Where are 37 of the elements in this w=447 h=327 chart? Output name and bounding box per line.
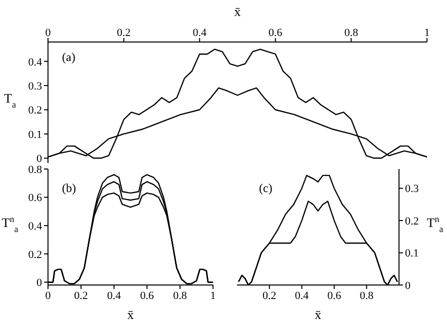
y-tick-label: 0.6 xyxy=(28,192,42,204)
x-tick-label: 1 xyxy=(424,27,430,39)
y-tick-label: 0 xyxy=(36,277,42,290)
x-tick-label: 0.6 xyxy=(327,290,342,302)
x-axis-title: x̄ xyxy=(234,4,242,19)
y-tick-label: 0.2 xyxy=(28,104,42,117)
x-tick-label: 0.8 xyxy=(344,27,359,39)
x-tick-label: 0.2 xyxy=(116,27,131,39)
x-tick-label: 0.8 xyxy=(360,290,374,302)
annotation: (a) xyxy=(62,50,76,65)
x-tick-label: 0.4 xyxy=(294,290,310,302)
y-tick-label: 0.8 xyxy=(28,164,42,176)
x-axis-title: x̄ xyxy=(314,307,322,322)
y-axis-title: T$_{a}$ xyxy=(4,90,16,110)
y2-tick-label: 0.3 xyxy=(405,183,420,196)
x-tick-label: 0.6 xyxy=(268,27,283,39)
y2-tick-label: 0.1 xyxy=(405,248,419,260)
x-tick-label: 1 xyxy=(210,290,216,302)
x-tick-label: 0.2 xyxy=(262,290,276,302)
annotation: (b) xyxy=(62,181,76,196)
y2-tick-label: 0 xyxy=(405,280,411,292)
x-tick-label: 0 xyxy=(45,290,52,302)
x-tick-label: 0.6 xyxy=(140,290,154,302)
x-tick-label: 0.8 xyxy=(173,290,188,302)
x-tick-label: 0.2 xyxy=(74,290,88,302)
annotation: (c) xyxy=(259,181,272,196)
x-tick-label: 0.4 xyxy=(107,290,122,302)
x-axis-title: x̄ xyxy=(127,307,134,322)
y-tick-label: 0.3 xyxy=(28,80,42,92)
y2-tick-label: 0.2 xyxy=(405,215,419,228)
x-tick-label: 0 xyxy=(45,27,52,39)
x-tick-label: 0.4 xyxy=(192,27,207,39)
y-tick-label: 0.4 xyxy=(28,220,42,232)
y-tick-label: 0.1 xyxy=(28,128,42,141)
y-tick-label: 0 xyxy=(36,153,42,166)
y-tick-label: 0.4 xyxy=(28,56,42,68)
y-tick-label: 0.2 xyxy=(28,248,42,261)
